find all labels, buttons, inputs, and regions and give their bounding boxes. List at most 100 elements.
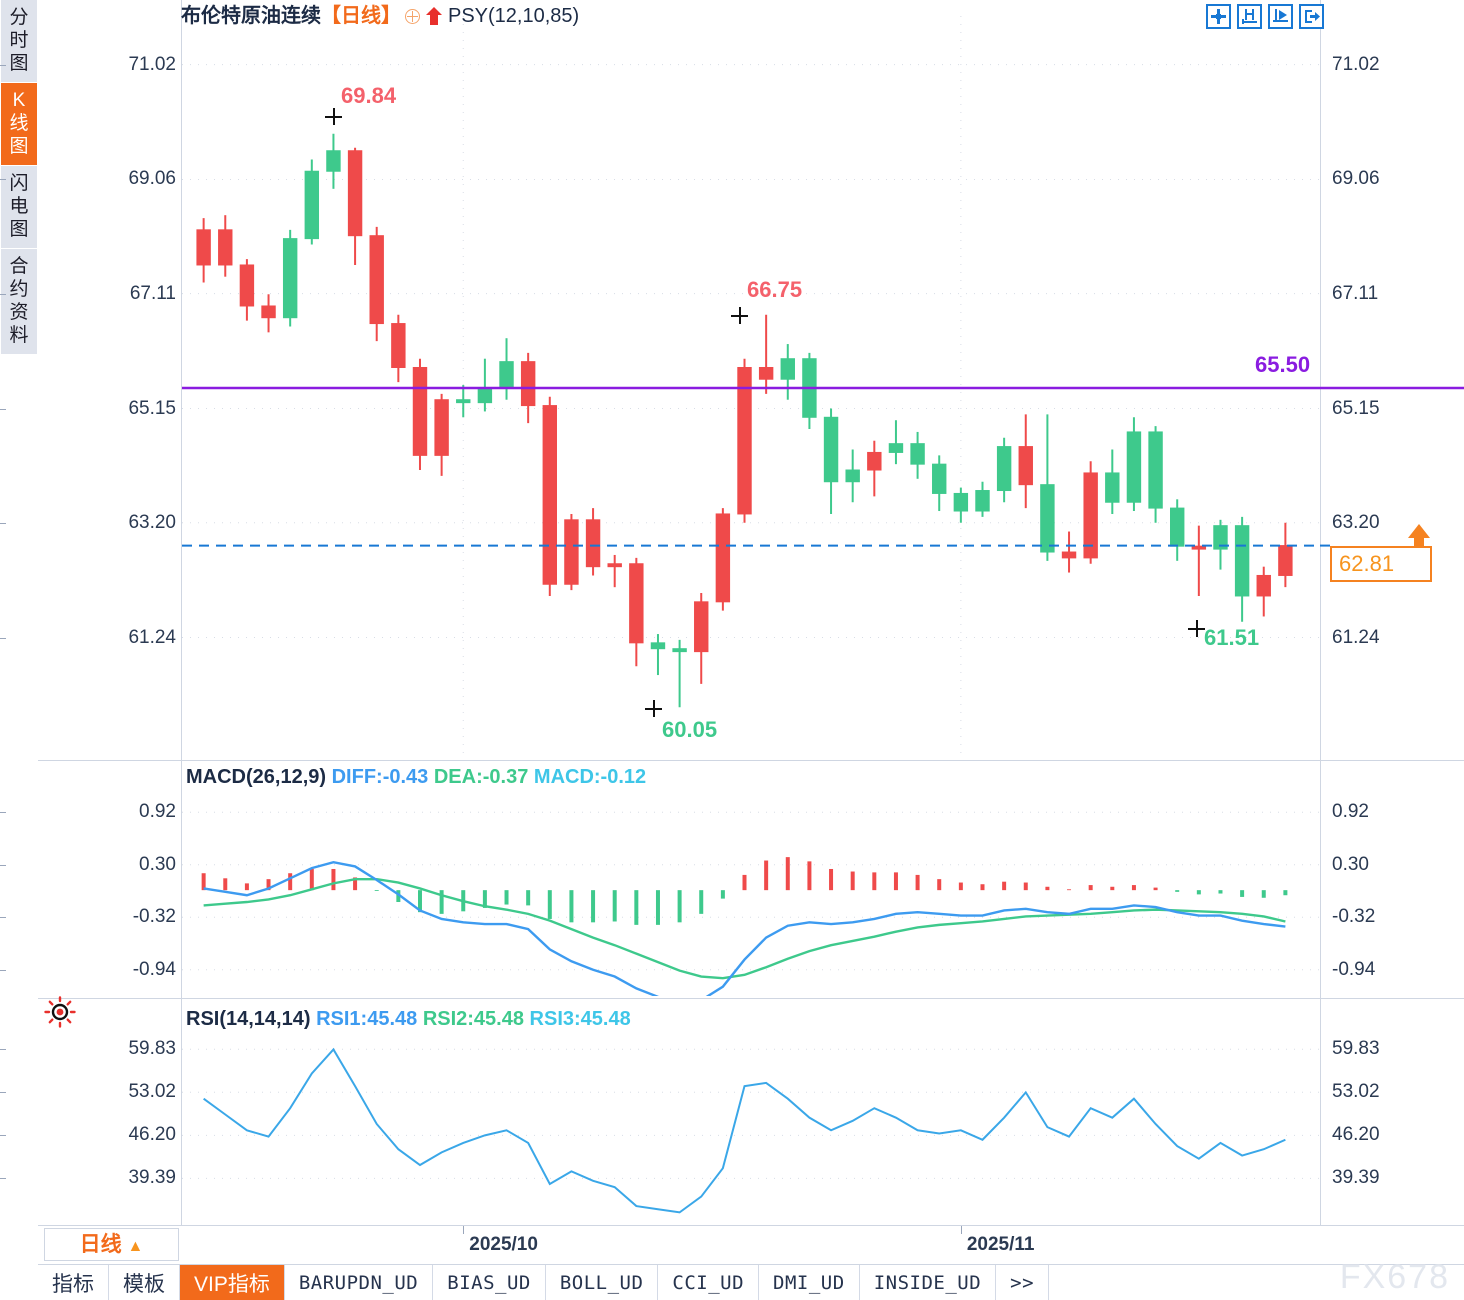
price-axis-left-tick: 61.24 xyxy=(128,626,176,648)
barupdn-ud-tab[interactable]: BARUPDN_UD xyxy=(285,1265,434,1300)
macd-dea-value: DEA:-0.37 xyxy=(433,766,529,788)
zoom-chart-icon[interactable] xyxy=(1268,4,1293,29)
macd-axis-right-tick: -0.32 xyxy=(1332,906,1376,928)
panel-divider-rsi xyxy=(38,998,1464,999)
rsi1-value: RSI1:45.48 xyxy=(316,1008,418,1030)
sidebar-item-lightning-chart[interactable]: 闪电图 xyxy=(1,166,37,249)
exit-icon[interactable] xyxy=(1299,4,1324,29)
panel-divider-dateaxis xyxy=(38,1225,1464,1226)
resistance-level-label: 65.50 xyxy=(1255,352,1311,377)
price-chart-plot[interactable] xyxy=(182,16,1320,760)
timeframe-label: 【日线】 xyxy=(321,5,401,27)
price-axis-right-tick: 63.20 xyxy=(1332,511,1380,533)
high2-label: 66.75 xyxy=(747,277,803,302)
macd-axis-left-tick: -0.94 xyxy=(132,958,176,980)
watermark: FX678 xyxy=(1339,1258,1450,1296)
rsi-axis-left-tick: 53.02 xyxy=(128,1081,176,1103)
axis-tick xyxy=(0,864,6,866)
date-axis-label: 2025/10 xyxy=(469,1234,538,1255)
axis-tick xyxy=(0,408,6,410)
axis-tick xyxy=(0,1049,6,1051)
high1-marker xyxy=(325,108,342,125)
sidebar-item-label: 图 xyxy=(9,219,29,240)
move-crosshair-icon[interactable] xyxy=(1206,4,1231,29)
axis-tick xyxy=(0,522,6,524)
sidebar-item-label: K xyxy=(12,90,26,111)
timeframe-button[interactable]: 日线 ▲ xyxy=(44,1228,179,1261)
rsi-axis-left-tick: 46.20 xyxy=(128,1124,176,1146)
price-axis-left-tick: 67.11 xyxy=(129,282,176,304)
sidebar-item-label: 图 xyxy=(9,136,29,157)
low1-label: 60.05 xyxy=(662,717,718,742)
dmi-ud-tab[interactable]: DMI_UD xyxy=(759,1265,860,1300)
macd-title: MACD(26,12,9) xyxy=(186,766,327,788)
price-axis-right-tick: 61.24 xyxy=(1332,626,1380,648)
axis-tick xyxy=(0,1135,6,1137)
rsi-chart-plot[interactable] xyxy=(182,1028,1320,1225)
timeframe-button-label: 日线 xyxy=(79,1233,122,1256)
rsi-axis-right-tick: 46.20 xyxy=(1332,1124,1380,1146)
date-axis-tick xyxy=(463,1226,465,1234)
bias-ud-tab[interactable]: BIAS_UD xyxy=(433,1265,546,1300)
measure-icon[interactable] xyxy=(1237,4,1262,29)
axis-tick xyxy=(0,812,6,814)
panel-divider-macd xyxy=(38,760,1464,761)
sidebar-item-label: 时 xyxy=(9,30,29,51)
psy-indicator-label: PSY(12,10,85) xyxy=(448,5,580,27)
current-price-badge: 62.81 xyxy=(1330,546,1432,582)
rsi-svg xyxy=(182,1047,1320,1214)
high2-marker xyxy=(731,307,748,324)
price-axis-left-tick: 69.06 xyxy=(128,168,176,190)
sun-settings-icon[interactable] xyxy=(44,996,76,1028)
macd-chart-plot[interactable] xyxy=(182,786,1320,996)
candlestick-svg xyxy=(182,16,1320,760)
symbol-name: 布伦特原油连续 xyxy=(181,5,321,27)
price-axis-divider-left xyxy=(181,0,182,1225)
macd-header: MACD(26,12,9) DIFF:-0.43 DEA:-0.37 MACD:… xyxy=(186,766,646,789)
price-axis-left-tick: 65.15 xyxy=(128,397,176,419)
high1-label: 69.84 xyxy=(341,83,397,108)
chart-title: 布伦特原油连续【日线】 PSY(12,10,85) xyxy=(181,4,579,28)
axis-tick xyxy=(0,969,6,971)
axis-tick xyxy=(0,637,6,639)
rsi-axis-right-tick: 39.39 xyxy=(1332,1167,1380,1189)
sidebar-item-label: 分 xyxy=(9,7,29,28)
more-indicators-button[interactable]: >> xyxy=(996,1265,1050,1300)
date-axis: 2025/10 2025/11 xyxy=(38,1226,1464,1262)
sidebar-item-timeshare-chart[interactable]: 分时图 xyxy=(1,0,37,83)
sidebar-item-label: 料 xyxy=(9,325,29,346)
sidebar-item-contract-info[interactable]: 合约资料 xyxy=(1,249,37,355)
axis-tick xyxy=(0,179,6,181)
last-marker xyxy=(1188,620,1205,637)
inside-ud-tab[interactable]: INSIDE_UD xyxy=(860,1265,997,1300)
boll-ud-tab[interactable]: BOLL_UD xyxy=(546,1265,659,1300)
price-axis-right-tick: 71.02 xyxy=(1332,53,1380,75)
macd-axis-right-tick: 0.30 xyxy=(1332,853,1369,875)
rsi-axis-left-tick: 39.39 xyxy=(128,1167,176,1189)
bottom-toolbar: 指标 模板 VIP指标 BARUPDN_UD BIAS_UD BOLL_UD CCI_UD D… xyxy=(38,1264,1464,1300)
axis-tick xyxy=(0,917,6,919)
date-axis-tick xyxy=(960,1226,962,1234)
rsi-title: RSI(14,14,14) xyxy=(186,1008,311,1030)
chart-tool-icons xyxy=(1206,4,1324,29)
rsi-axis-right-tick: 59.83 xyxy=(1332,1038,1380,1060)
price-axis-right-tick: 65.15 xyxy=(1332,397,1380,419)
macd-axis-right-tick: -0.94 xyxy=(1332,958,1376,980)
rsi-axis-left-tick: 59.83 xyxy=(128,1038,176,1060)
indicators-tab[interactable]: 指标 xyxy=(38,1265,109,1300)
cci-ud-tab[interactable]: CCI_UD xyxy=(658,1265,760,1300)
macd-svg xyxy=(182,811,1320,996)
rsi2-value: RSI2:45.48 xyxy=(422,1008,524,1030)
price-axis-right-tick: 67.11 xyxy=(1332,282,1379,304)
macd-axis-left-tick: 0.30 xyxy=(139,853,176,875)
macd-axis-left-tick: -0.32 xyxy=(132,906,176,928)
rsi-header: RSI(14,14,14) RSI1:45.48 RSI2:45.48 RSI3… xyxy=(186,1008,631,1031)
price-axis-right-tick: 69.06 xyxy=(1332,168,1380,190)
crosshair-circle-icon[interactable] xyxy=(405,9,420,24)
vip-indicators-tab[interactable]: VIP指标 xyxy=(180,1265,285,1300)
macd-axis-left-tick: 0.92 xyxy=(139,801,176,823)
templates-tab[interactable]: 模板 xyxy=(109,1265,180,1300)
